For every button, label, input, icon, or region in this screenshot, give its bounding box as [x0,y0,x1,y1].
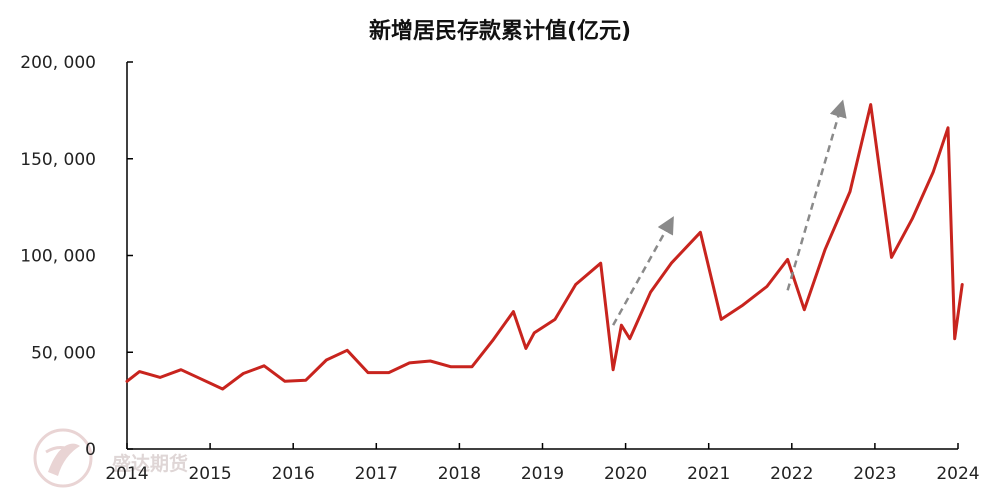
data-point [699,231,702,234]
data-point [786,258,789,261]
trend-arrow [786,99,847,291]
data-point [491,339,494,342]
data-point [765,285,769,288]
data-point [803,308,806,311]
data-point [869,103,872,106]
data-point [611,368,615,371]
x-tick-label: 2019 [521,464,564,484]
data-point [159,376,162,379]
data-point [429,359,432,363]
data-point [848,190,852,193]
chart-axes [126,62,958,450]
data-point [449,365,453,368]
x-tick-label: 2015 [188,464,231,484]
data-point [325,358,328,362]
data-point [553,318,557,321]
data-point [823,248,827,251]
data-point [599,262,602,265]
data-point [953,337,956,340]
data-point [179,368,183,371]
x-tick-label: 2024 [936,464,979,484]
x-tick-label: 2021 [687,464,730,484]
x-tick-label: 2022 [770,464,813,484]
data-point [574,283,577,286]
y-tick-label: 100, 000 [20,247,96,267]
data-point [960,283,964,286]
y-tick-label: 50, 000 [31,343,96,363]
data-point [242,372,245,375]
data-point [262,364,266,367]
data-point [649,291,652,294]
data-point [221,387,224,391]
data-point [346,349,349,352]
y-tick-label: 200, 000 [20,53,96,73]
data-point [304,379,307,382]
data-point [620,323,623,327]
data-point [740,304,744,308]
x-tick-label: 2023 [853,464,896,484]
x-tick-label: 2018 [438,464,481,484]
chart-title: 新增居民存款累计值(亿元) [369,18,631,44]
plot-area [125,99,964,391]
watermark-text: 盛达期货 [112,452,188,475]
x-tick-label: 2014 [105,464,148,484]
y-tick-label: 150, 000 [20,150,96,170]
chart-ticks: 0 50, 000 100, 000 150, 000 200, 000 2014 2015… [20,53,979,484]
data-point [512,310,515,313]
y-tick-label: 0 [85,440,96,460]
data-point [470,365,474,368]
x-tick-label: 2016 [272,464,315,484]
data-point [524,347,528,350]
data-point [931,171,935,174]
data-point [532,331,536,335]
data-point [911,217,914,220]
data-point [408,361,411,365]
data-point [890,256,893,259]
data-point [670,262,673,265]
data-point [719,318,723,321]
data-point [138,370,141,373]
data-point [200,378,203,381]
series-line [125,103,964,391]
x-tick-label: 2017 [355,464,398,484]
data-point [387,371,390,374]
data-point [946,126,950,129]
trend-arrow [612,216,674,326]
data-point [283,380,287,383]
data-point [366,371,370,374]
x-tick-label: 2020 [604,464,647,484]
data-point [628,337,631,340]
watermark-logo: 盛达期货 [33,428,188,488]
data-point [125,380,129,383]
